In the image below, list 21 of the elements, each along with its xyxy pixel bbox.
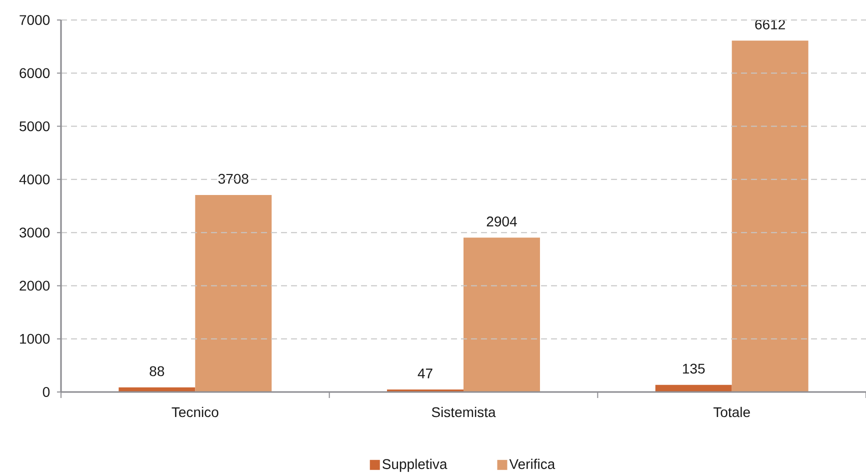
y-tick-label: 2000 [20, 280, 50, 291]
data-label: 3708 [218, 174, 248, 184]
bar [464, 238, 540, 392]
data-label: 88 [150, 366, 164, 376]
x-tick-label: Sistemista [432, 406, 496, 418]
legend-label: Suppletiva [382, 458, 448, 472]
x-tick-label: Tecnico [172, 406, 218, 418]
y-tick-label: 0 [42, 387, 50, 397]
y-tick-label: 4000 [19, 174, 50, 184]
bar [195, 194, 272, 392]
x-tick-label: Totale [713, 406, 750, 418]
data-label: 135 [682, 364, 705, 374]
y-tick-label: 3000 [20, 228, 50, 238]
y-tick-label: 1000 [20, 334, 50, 344]
data-label: 47 [418, 368, 432, 378]
y-tick-label: 7000 [20, 15, 50, 25]
y-tick-label: 5000 [20, 121, 50, 132]
bar [732, 40, 808, 392]
legend-label: Verifica [509, 458, 556, 470]
data-label: 2904 [486, 216, 517, 226]
y-tick-label: 6000 [20, 68, 50, 78]
